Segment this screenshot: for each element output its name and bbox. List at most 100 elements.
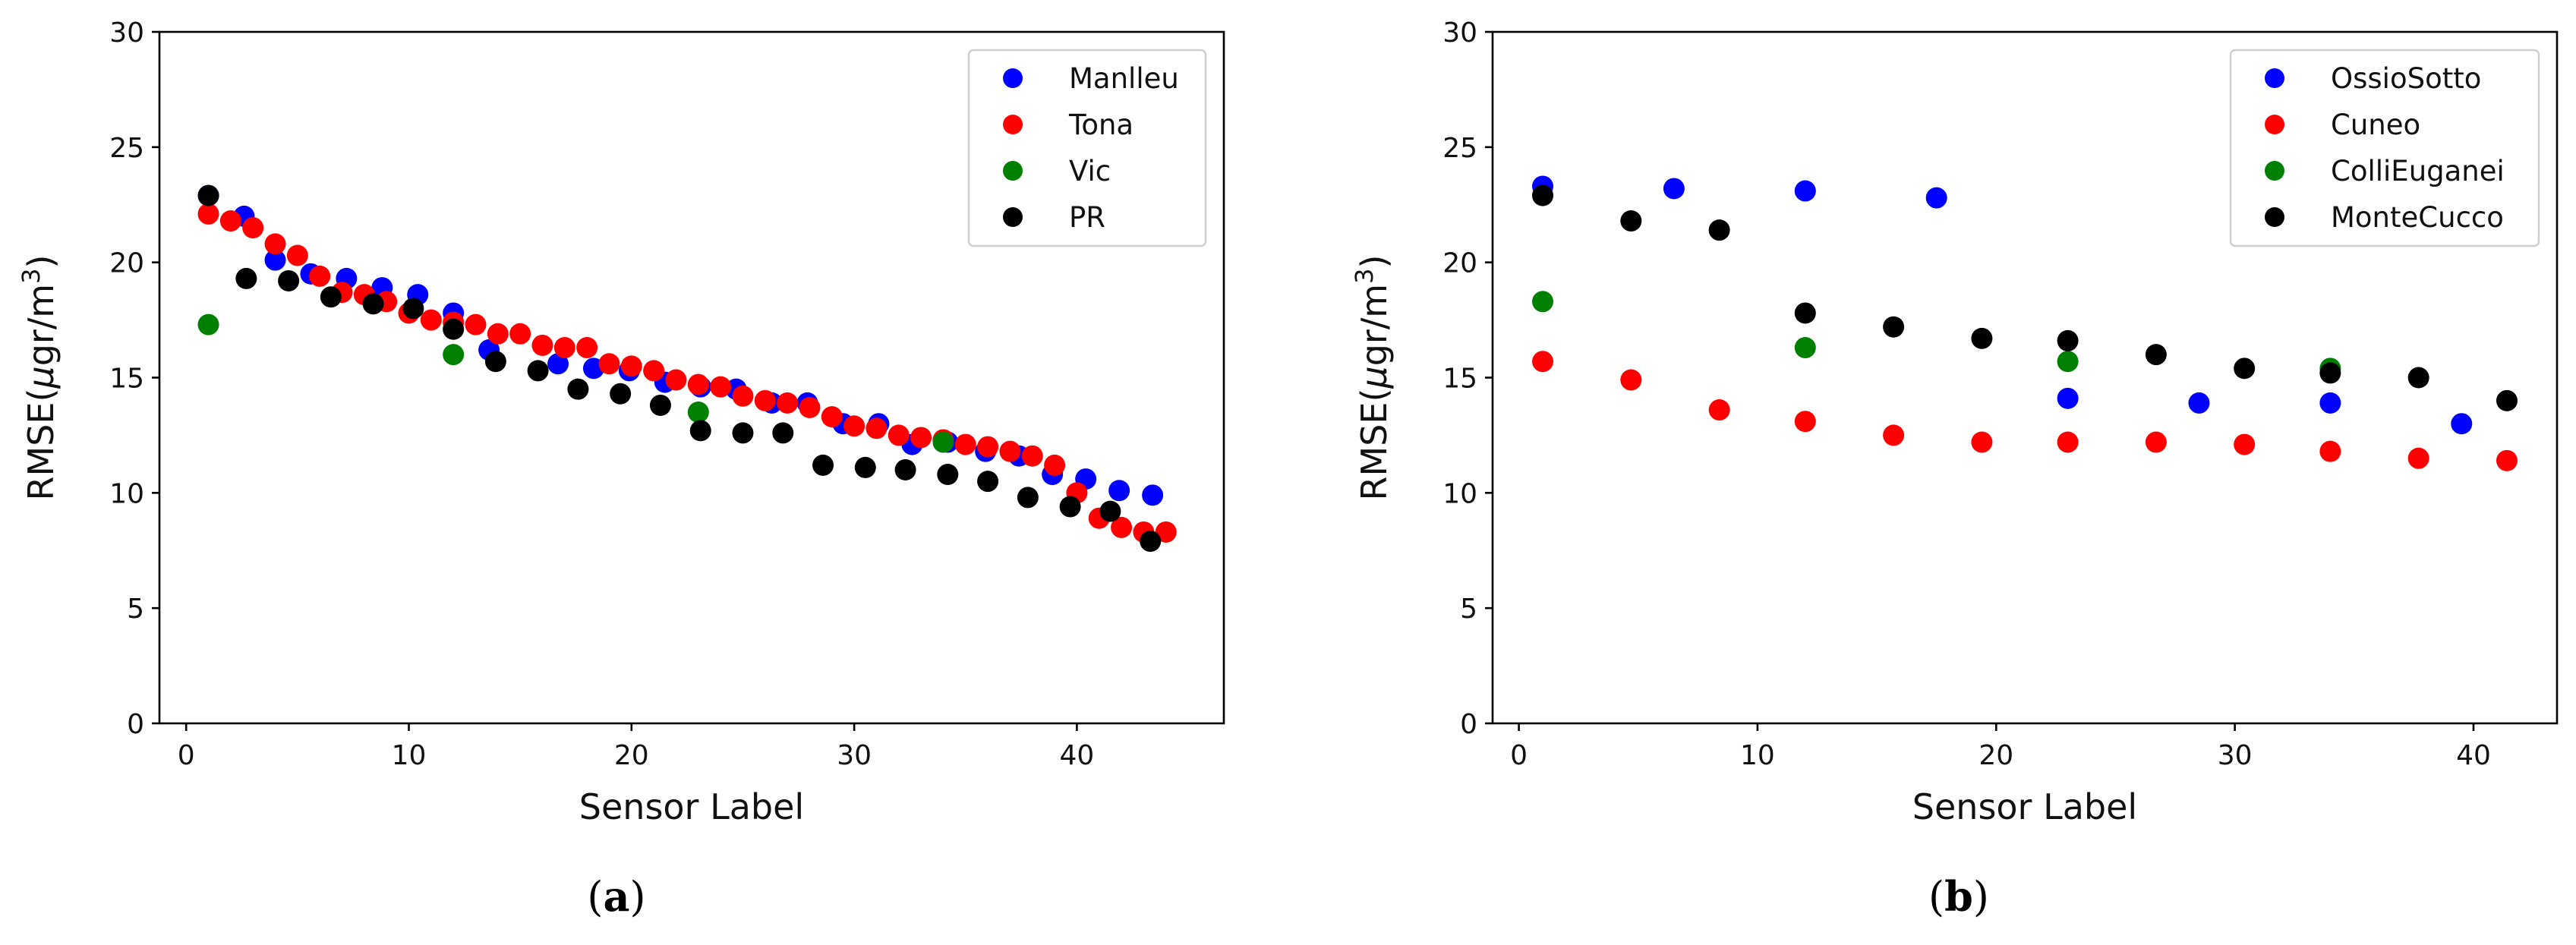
data-point-pr: [402, 298, 424, 320]
data-point-manlleu: [547, 353, 569, 375]
x-tick-label: 0: [1510, 740, 1528, 771]
x-axis-label: Sensor Label: [1912, 786, 2137, 827]
y-tick-label: 0: [127, 709, 144, 740]
data-point-tona: [264, 233, 286, 255]
caption-b: (b): [1928, 872, 1989, 921]
data-point-cuneo: [1708, 399, 1730, 421]
data-point-cuneo: [2407, 447, 2429, 469]
x-tick-label: 10: [1740, 740, 1775, 771]
data-point-montecucco: [2057, 329, 2079, 351]
data-point-pr: [1059, 496, 1081, 518]
data-point-pr: [278, 269, 300, 291]
y-tick-label: 30: [109, 17, 144, 49]
data-point-tona: [999, 440, 1021, 462]
y-tick-label: 5: [1460, 594, 1477, 625]
data-point-manlleu: [264, 249, 286, 271]
y-tick-label: 30: [1442, 17, 1477, 49]
y-tick-label: 20: [109, 248, 144, 279]
data-point-tona: [710, 376, 732, 398]
data-point-ossiosotto: [2451, 413, 2473, 435]
data-point-vic: [197, 313, 219, 335]
data-point-pr: [1017, 487, 1039, 509]
x-tick-label: 20: [1979, 740, 2013, 771]
data-point-tona: [531, 334, 553, 356]
data-point-tona: [1044, 454, 1066, 476]
data-point-tona: [1155, 521, 1177, 543]
data-point-montecucco: [2496, 389, 2518, 411]
data-point-collieuganei: [1794, 337, 1816, 359]
data-point-montecucco: [1794, 302, 1816, 324]
data-point-montecucco: [1883, 316, 1905, 338]
y-tick-label: 10: [1442, 478, 1477, 509]
data-point-cuneo: [1794, 411, 1816, 433]
data-point-pr: [362, 293, 384, 315]
data-point-tona: [487, 323, 509, 345]
data-point-cuneo: [1620, 369, 1642, 391]
data-point-tona: [865, 417, 888, 439]
data-point-cuneo: [2319, 440, 2341, 462]
data-point-tona: [954, 433, 976, 455]
data-point-montecucco: [1708, 219, 1730, 241]
x-tick-label: 30: [2218, 740, 2253, 771]
y-tick-label: 0: [1460, 709, 1477, 740]
data-point-manlleu: [1108, 480, 1130, 502]
legend-marker-montecucco: [2265, 207, 2284, 227]
legend-marker-manlleu: [1003, 68, 1023, 88]
data-point-manlleu: [1142, 484, 1164, 506]
data-point-pr: [567, 378, 589, 400]
data-point-pr: [197, 184, 219, 206]
data-point-vic: [687, 402, 709, 424]
x-tick-label: 40: [2456, 740, 2491, 771]
data-point-tona: [620, 355, 642, 377]
legend-marker-ossiosotto: [2265, 68, 2284, 88]
legend-marker-tona: [1003, 115, 1023, 134]
y-tick-label: 10: [109, 478, 144, 509]
data-point-tona: [1111, 516, 1133, 538]
legend-label-montecucco: MonteCucco: [2331, 201, 2504, 234]
data-point-collieuganei: [2057, 351, 2079, 373]
data-point-ossiosotto: [1794, 180, 1816, 202]
legend-label-manlleu: Manlleu: [1069, 62, 1179, 95]
data-point-pr: [689, 420, 711, 442]
data-point-tona: [242, 217, 264, 239]
y-tick-label: 20: [1442, 248, 1477, 279]
data-point-montecucco: [1620, 210, 1642, 232]
data-point-ossiosotto: [1925, 187, 1947, 209]
legend-marker-cuneo: [2265, 115, 2284, 134]
data-point-montecucco: [2407, 367, 2429, 389]
data-point-vic: [443, 344, 465, 366]
caption-a: (a): [587, 872, 645, 921]
data-points: [197, 184, 1177, 553]
data-point-pr: [977, 471, 999, 493]
y-tick-label: 15: [109, 364, 144, 395]
legend-label-tona: Tona: [1068, 109, 1134, 141]
data-point-cuneo: [2057, 431, 2079, 453]
data-point-cuneo: [2496, 449, 2518, 471]
legend-label-pr: PR: [1069, 201, 1105, 234]
x-tick-label: 30: [837, 740, 872, 771]
data-point-tona: [309, 265, 331, 287]
data-point-pr: [772, 422, 794, 444]
data-point-tona: [1021, 445, 1043, 467]
data-point-pr: [937, 464, 959, 486]
legend-label-ossiosotto: OssioSotto: [2331, 62, 2481, 95]
data-point-tona: [754, 389, 776, 411]
data-point-pr: [320, 286, 342, 308]
data-point-pr: [443, 318, 465, 340]
data-point-pr: [732, 422, 754, 444]
data-point-cuneo: [1532, 351, 1554, 373]
data-point-tona: [687, 373, 709, 395]
data-point-tona: [286, 244, 308, 266]
data-point-cuneo: [1971, 431, 1993, 453]
panel-a-chart: 0 5 10 15 20 25 30 0 10 20 30 40 Sensor Label RMSE(μg…: [17, 17, 1225, 827]
legend-marker-vic: [1003, 161, 1023, 181]
x-tick-label: 0: [178, 740, 195, 771]
y-tick-label: 15: [1442, 364, 1477, 395]
data-point-ossiosotto: [2319, 392, 2341, 414]
data-point-pr: [527, 360, 549, 382]
data-point-pr: [854, 456, 876, 478]
y-tick-label: 5: [127, 594, 144, 625]
data-point-montecucco: [1532, 184, 1554, 206]
data-point-ossiosotto: [1663, 178, 1685, 200]
y-axis-label: RMSE(μgr/m3): [1350, 255, 1395, 501]
